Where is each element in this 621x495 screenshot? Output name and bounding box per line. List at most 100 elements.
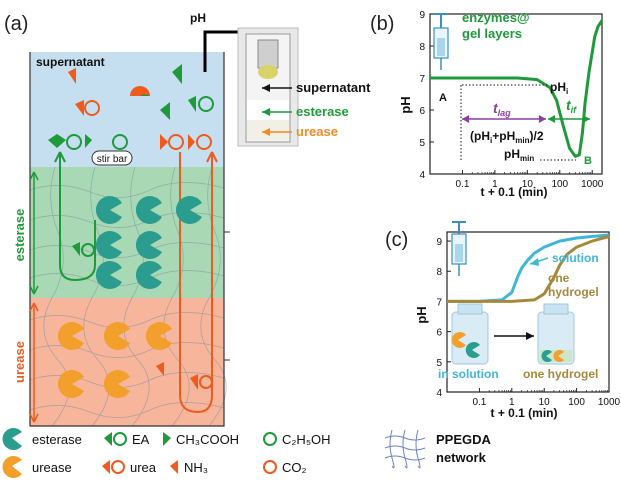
c-legend-hydrogel-line2: hydrogel	[548, 285, 599, 299]
x-tick-label: 1000	[598, 397, 621, 408]
inset-supernatant-label: supernatant	[296, 80, 371, 95]
esterase-enzymes	[95, 196, 202, 290]
x-tick-label: 1	[492, 179, 498, 190]
legend: esterase EA CH₃COOH C₂H₅OH urease urea N…	[2, 428, 492, 479]
plot-frame	[446, 231, 610, 393]
y-tick-label: 4	[436, 388, 442, 399]
gel-network-mesh	[29, 166, 227, 427]
panel-a: (a) supernatant pH	[4, 11, 371, 427]
esterase-icon	[2, 428, 22, 450]
y-tick-label: 9	[436, 237, 442, 248]
y-tick-label: 6	[419, 106, 425, 117]
b-tick-labels: 4 5 6 7 8 9 0.1 1 10 100 1000	[419, 10, 603, 190]
b-xlabel: t + 0.1 (min)	[480, 185, 547, 199]
series-line-0	[430, 19, 604, 158]
y-tick-label: 5	[436, 358, 442, 369]
c-syringe-icon	[451, 221, 467, 276]
urea-icon	[75, 100, 84, 116]
b-mid-expression: (pHi+pHmin)/2	[470, 129, 544, 145]
legend-ethanol: C₂H₅OH	[282, 432, 331, 447]
acetic-acid-icon	[172, 64, 182, 84]
esterase-layer-label: esterase	[12, 209, 27, 262]
b-label-top: enzymes@	[462, 10, 530, 25]
c-xlabel: t + 0.1 (min)	[490, 406, 557, 420]
urea-icon	[102, 460, 110, 474]
network-icon	[384, 429, 426, 469]
in-solution-vial-icon	[451, 303, 489, 365]
y-tick-label: 9	[419, 10, 425, 21]
legend-esterase: esterase	[32, 432, 82, 447]
acetic-acid-icon	[160, 102, 170, 120]
x-tick-label: 10	[539, 397, 551, 408]
inset-urease-label: urease	[296, 124, 338, 139]
c-plot-area	[447, 233, 610, 303]
co2-icon	[263, 460, 277, 474]
c-legend-solution: solution	[552, 251, 599, 265]
x-tick-label: 1	[509, 397, 515, 408]
ea-icon	[48, 134, 57, 148]
legend-network-line1: PPEGDA	[436, 432, 492, 447]
urease-layer-label: urease	[12, 341, 27, 383]
x-tick-label: 0.1	[455, 179, 469, 190]
ea-icon	[72, 242, 80, 256]
panel-b-label: (b)	[370, 13, 394, 35]
b-axes	[429, 13, 603, 175]
y-tick-label: 4	[419, 170, 425, 181]
ph-probe-label: pH	[190, 11, 206, 25]
ea-icon	[104, 432, 112, 446]
y-tick-label: 6	[436, 328, 442, 339]
urea-icon	[199, 375, 213, 389]
b-tif: tif	[566, 97, 577, 115]
x-tick-label: 10	[522, 179, 534, 190]
b-phmin: pHmin	[504, 147, 534, 163]
legend-urease: urease	[32, 460, 72, 475]
legend-network-line2: network	[436, 450, 487, 465]
ethanol-icon	[112, 134, 128, 150]
y-tick-label: 7	[419, 74, 425, 85]
b-tlag: tlag	[493, 100, 511, 118]
legend-co2: CO₂	[282, 460, 307, 475]
c-legend-hydrogel: one hydrogel	[548, 271, 599, 299]
y-tick-label: 8	[436, 267, 442, 278]
legend-acetic-acid: CH₃COOH	[176, 432, 239, 447]
ammonia-icon	[170, 460, 178, 474]
panel-b: (b) pH t + 0.1 (min) 4 5 6 7 8 9 0.1 1 10 100 1000…	[370, 10, 604, 199]
legend-urea: urea	[130, 460, 157, 475]
b-point-a: A	[439, 92, 447, 104]
ethanol-icon	[66, 134, 82, 150]
co2-icon	[196, 134, 212, 150]
x-tick-label: 0.1	[472, 397, 486, 408]
c-legend-hydrogel-text: one	[548, 271, 570, 285]
plot-frame	[429, 13, 603, 175]
urease-enzymes	[57, 322, 172, 399]
c-ylabel: pH	[414, 306, 429, 323]
c-one-hydrogel-label: one hydrogel	[523, 367, 598, 381]
b-label-bottom: gel layers	[462, 26, 522, 41]
urea-icon	[156, 362, 164, 376]
co2-icon	[168, 134, 184, 150]
urea-diffusion-arrow	[179, 152, 213, 414]
panel-a-label: (a)	[4, 13, 28, 35]
x-tick-label: 100	[551, 179, 568, 190]
b-ylabel: pH	[398, 96, 413, 113]
inset-esterase-label: esterase	[296, 104, 349, 119]
acetic-acid-icon	[163, 432, 171, 446]
supernatant-species	[48, 64, 214, 150]
supernatant-label: supernatant	[36, 55, 105, 69]
y-tick-label: 8	[419, 42, 425, 53]
ea-icon	[188, 96, 196, 112]
legend-ammonia: NH₃	[184, 460, 208, 475]
stir-bar	[91, 150, 133, 166]
x-tick-label: 1000	[581, 179, 604, 190]
panel-c: (c) pH t + 0.1 (min) 4 5 6 7 8 9 0.1 1 10 100 1000…	[385, 221, 621, 420]
ethanol-icon	[263, 432, 277, 446]
urease-gel-layer	[30, 298, 224, 426]
supernatant-layer	[30, 52, 224, 167]
b-plot-area	[430, 19, 604, 158]
b-point-b: B	[584, 155, 592, 167]
beaker-outline	[29, 52, 225, 427]
c-axes	[446, 231, 610, 393]
y-tick-label: 5	[419, 138, 425, 149]
ammonia-icon	[68, 68, 76, 84]
